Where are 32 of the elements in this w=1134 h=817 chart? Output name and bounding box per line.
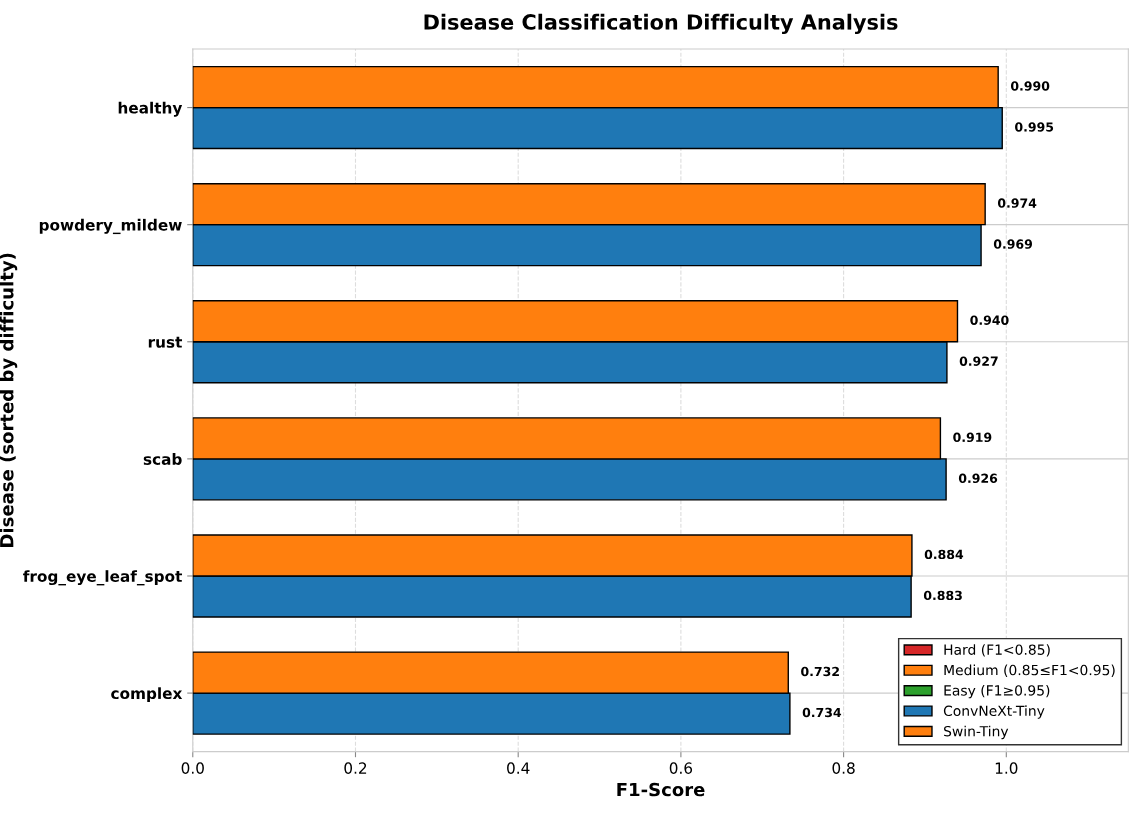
- x-tick-label: 0.4: [507, 762, 530, 774]
- y-tick-label: scab: [143, 453, 182, 465]
- legend-label: Medium (0.85≤F1<0.95): [944, 664, 1115, 677]
- y-axis-title: Disease (sorted by difficulty): [0, 253, 18, 547]
- y-tick-label: frog_eye_leaf_spot: [23, 570, 183, 586]
- x-tick-label: 1.0: [995, 762, 1018, 774]
- x-tick-label: 0.0: [181, 762, 204, 774]
- chart-title: Disease Classification Difficulty Analysis: [424, 13, 898, 35]
- data-label: 0.995: [1015, 122, 1054, 132]
- data-label: 0.990: [1010, 81, 1050, 91]
- data-label: 0.883: [923, 590, 962, 601]
- data-label: 0.927: [959, 356, 998, 366]
- legend-label: Hard (F1<0.85): [944, 644, 1050, 657]
- data-label: 0.974: [997, 198, 1037, 208]
- legend-label: Easy (F1≥0.95): [944, 684, 1050, 699]
- y-tick-label: complex: [111, 687, 183, 703]
- data-label: 0.884: [924, 549, 964, 560]
- data-label: 0.969: [993, 239, 1033, 249]
- data-label: 0.919: [953, 432, 992, 443]
- data-label: 0.732: [801, 666, 839, 677]
- y-tick-label: powdery_mildew: [39, 218, 182, 235]
- legend-label: ConvNeXt-Tiny: [943, 705, 1045, 719]
- x-tick-label: 0.2: [344, 762, 367, 774]
- data-label: 0.734: [802, 707, 842, 718]
- x-tick-label: 0.6: [669, 762, 693, 774]
- y-tick-label: rust: [148, 336, 183, 348]
- data-label: 0.940: [970, 315, 1009, 325]
- x-tick-label: 0.8: [832, 762, 855, 774]
- y-tick-label: healthy: [118, 101, 183, 117]
- x-axis-title: F1-Score: [617, 782, 705, 797]
- legend-label: Swin-Tiny: [944, 725, 1009, 740]
- data-label: 0.926: [958, 473, 998, 483]
